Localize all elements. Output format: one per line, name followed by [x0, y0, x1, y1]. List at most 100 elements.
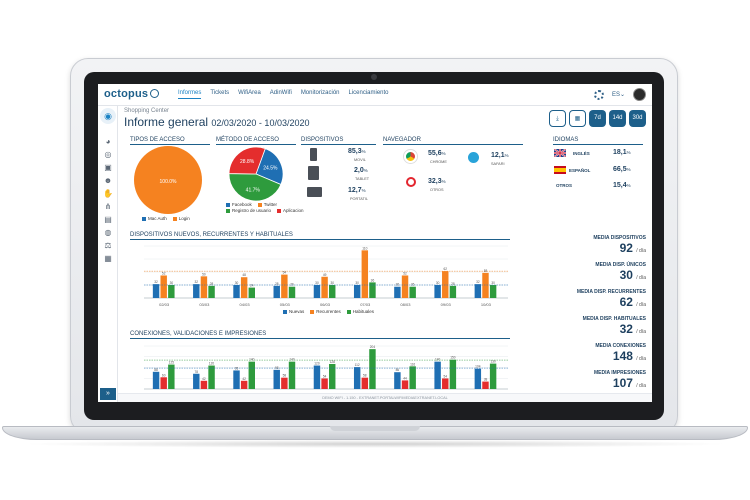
- bar-validaciones-7[interactable]: [442, 378, 449, 389]
- pie-slice-registro-de-usuario[interactable]: [228, 173, 282, 202]
- nav-informes[interactable]: Informes: [178, 90, 202, 99]
- calendar-button[interactable]: ▦: [569, 110, 586, 127]
- bar-conexiones-2[interactable]: [233, 370, 240, 389]
- opera-icon: [406, 177, 416, 187]
- bar-conexiones-5[interactable]: [353, 367, 361, 389]
- nav-adinwifi[interactable]: AdinWifi: [269, 90, 292, 96]
- bar-conexiones-4[interactable]: [313, 365, 321, 389]
- bar-conexiones-3[interactable]: [273, 369, 280, 389]
- range-7d-button[interactable]: 7d: [589, 110, 606, 127]
- kpi-value-habituales: 32 / día: [619, 322, 646, 336]
- pie-slice-aplicacion[interactable]: [228, 146, 266, 175]
- expand-sidebar-icon[interactable]: »: [100, 388, 116, 400]
- bar-recurrentes-5[interactable]: [361, 250, 369, 298]
- bar-nuevas-2[interactable]: [233, 285, 240, 298]
- bar-recurrentes-0[interactable]: [160, 275, 167, 298]
- bar-validaciones-1[interactable]: [200, 380, 208, 389]
- bar-impresiones-7[interactable]: [449, 359, 457, 389]
- pie-chart-icon[interactable]: ◕: [105, 137, 111, 146]
- scale-icon[interactable]: ⚖: [104, 241, 112, 250]
- pie-slice-login[interactable]: [134, 146, 202, 214]
- bar-impresiones-3[interactable]: [288, 361, 296, 389]
- pie-slice-facebook[interactable]: [255, 148, 284, 186]
- hand-icon[interactable]: ✋: [103, 189, 113, 198]
- bar-value-label: 24: [250, 284, 254, 288]
- bar-nuevas-8[interactable]: [474, 284, 482, 298]
- bar-validaciones-2[interactable]: [240, 380, 248, 389]
- users-icon[interactable]: ▣: [104, 163, 112, 172]
- bar-validaciones-0[interactable]: [160, 377, 167, 389]
- target-icon[interactable]: ◎: [104, 150, 112, 159]
- bar-conexiones-6[interactable]: [394, 372, 401, 389]
- bar-nuevas-1[interactable]: [193, 284, 200, 298]
- bar-value-label: 30: [491, 281, 495, 285]
- bar-impresiones-4[interactable]: [329, 363, 336, 389]
- bar-nuevas-3[interactable]: [273, 285, 280, 298]
- bar-recurrentes-6[interactable]: [401, 275, 409, 298]
- bar-habituales-0[interactable]: [168, 285, 175, 298]
- bar-validaciones-8[interactable]: [482, 381, 489, 389]
- browser-safari-value: 12,1%: [491, 152, 509, 159]
- bus-icon[interactable]: ▦: [104, 254, 112, 263]
- bar-nuevas-7[interactable]: [434, 285, 441, 298]
- range-14d-button[interactable]: 14d: [609, 110, 626, 127]
- lang-ingles-label: INGLÉS: [573, 151, 590, 156]
- bar-value-label: 110: [362, 246, 367, 250]
- bar-habituales-7[interactable]: [449, 285, 457, 298]
- group-icon[interactable]: ☻: [103, 176, 113, 185]
- bar-nuevas-4[interactable]: [313, 285, 321, 298]
- kpi-label-habituales: MEDIA DISP. HABITUALES: [582, 316, 646, 322]
- bar-validaciones-4[interactable]: [321, 378, 328, 389]
- nav-licenciamiento[interactable]: Licenciamiento: [348, 90, 389, 96]
- gear-icon[interactable]: [593, 89, 604, 100]
- bar-habituales-6[interactable]: [409, 286, 416, 298]
- bar-value-label: 44: [403, 376, 407, 380]
- language-select[interactable]: ES⌄: [611, 92, 625, 98]
- bar-habituales-1[interactable]: [208, 285, 215, 298]
- user-avatar[interactable]: [633, 88, 646, 101]
- app-logo[interactable]: octopus: [104, 88, 160, 100]
- bar-habituales-2[interactable]: [248, 287, 255, 298]
- nav-wifiarea[interactable]: WifiArea: [238, 90, 261, 96]
- bar-impresiones-5[interactable]: [369, 349, 376, 389]
- webcam: [371, 74, 377, 80]
- bar-conexiones-8[interactable]: [474, 368, 482, 389]
- chart1-title: DISPOSITIVOS NUEVOS, RECURRENTES Y HABIT…: [130, 232, 510, 240]
- bar-recurrentes-1[interactable]: [200, 276, 208, 298]
- bar-value-label: 26: [290, 283, 294, 287]
- bar-value-label: 120: [314, 362, 320, 366]
- nav-monitorizacion[interactable]: Monitorización: [300, 90, 340, 96]
- hierarchy-icon[interactable]: ⋔: [104, 202, 112, 211]
- chart2-bar-chart: 8860125784212095421409858140120541281125…: [144, 345, 508, 390]
- bar-habituales-5[interactable]: [369, 282, 376, 298]
- bar-value-label: 38: [484, 378, 488, 382]
- bar-validaciones-6[interactable]: [401, 380, 409, 389]
- bar-recurrentes-2[interactable]: [240, 277, 248, 298]
- bar-recurrentes-8[interactable]: [482, 272, 489, 298]
- bar-habituales-4[interactable]: [329, 285, 336, 298]
- bar-nuevas-5[interactable]: [353, 285, 361, 298]
- bar-impresiones-0[interactable]: [168, 364, 175, 389]
- bar-recurrentes-4[interactable]: [321, 276, 328, 298]
- bar-conexiones-1[interactable]: [193, 373, 200, 389]
- bar-nuevas-0[interactable]: [152, 284, 160, 298]
- bar-impresiones-8[interactable]: [489, 363, 497, 389]
- bar-conexiones-0[interactable]: [152, 371, 160, 389]
- wifi-icon[interactable]: ◉: [100, 108, 116, 124]
- bar-impresiones-6[interactable]: [409, 366, 416, 389]
- bar-recurrentes-3[interactable]: [281, 274, 288, 298]
- bar-recurrentes-7[interactable]: [442, 271, 449, 298]
- nav-tickets[interactable]: Tickets: [210, 90, 230, 96]
- download-button[interactable]: ⤓: [549, 110, 566, 127]
- bar-habituales-3[interactable]: [288, 286, 296, 298]
- bar-habituales-8[interactable]: [489, 285, 497, 298]
- range-30d-button[interactable]: 30d: [629, 110, 646, 127]
- bar-validaciones-5[interactable]: [361, 377, 369, 389]
- bar-impresiones-1[interactable]: [208, 365, 215, 389]
- bar-validaciones-3[interactable]: [281, 377, 288, 389]
- bar-nuevas-6[interactable]: [394, 286, 401, 298]
- train-icon[interactable]: ▤: [104, 215, 112, 224]
- bar-conexiones-7[interactable]: [434, 361, 441, 389]
- globe-icon[interactable]: ◍: [104, 228, 112, 237]
- bar-impresiones-2[interactable]: [248, 361, 255, 389]
